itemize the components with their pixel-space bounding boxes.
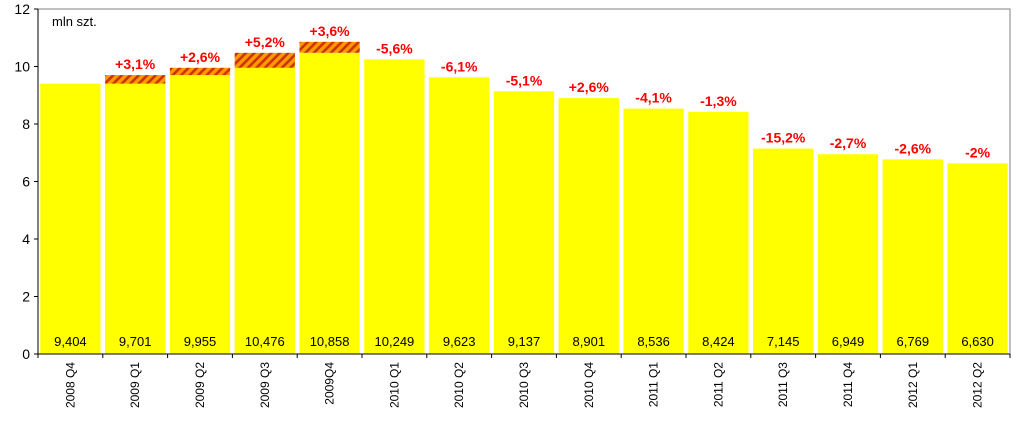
change-label: +3,6% bbox=[310, 23, 351, 39]
x-tick-label: 2009 Q3 bbox=[258, 362, 272, 408]
x-tick-label: 2010 Q4 bbox=[582, 362, 596, 408]
change-label: +5,2% bbox=[245, 34, 286, 50]
bar bbox=[493, 91, 555, 354]
y-tick-label: 6 bbox=[22, 174, 30, 190]
x-tick-label: 2009 Q2 bbox=[193, 362, 207, 408]
x-tick-label: 2011 Q3 bbox=[776, 362, 790, 407]
x-tick-label: 2009 Q1 bbox=[128, 362, 142, 408]
x-tick-label: 2011 Q4 bbox=[841, 362, 855, 407]
bar-value-label: 6,630 bbox=[961, 334, 994, 349]
bar-growth-segment bbox=[169, 67, 231, 76]
bar-growth-segment bbox=[234, 52, 295, 68]
change-label: +2,6% bbox=[180, 49, 221, 65]
x-tick-label: 2008 Q4 bbox=[63, 362, 77, 408]
y-tick-label: 2 bbox=[22, 289, 30, 305]
bar bbox=[234, 67, 295, 354]
bar-value-label: 7,145 bbox=[767, 334, 800, 349]
bar bbox=[169, 75, 231, 354]
bar-value-label: 8,536 bbox=[637, 334, 670, 349]
bar-value-label: 9,955 bbox=[184, 334, 217, 349]
bar-value-label: 9,623 bbox=[443, 334, 476, 349]
bar-value-label: 9,404 bbox=[54, 334, 87, 349]
bar bbox=[364, 59, 425, 355]
bar bbox=[947, 163, 1008, 354]
bar bbox=[558, 98, 619, 354]
bar-growth-segment bbox=[299, 41, 360, 53]
x-tick-label: 2010 Q2 bbox=[452, 362, 466, 408]
bar-value-label: 8,424 bbox=[702, 334, 735, 349]
bar bbox=[623, 108, 684, 354]
change-label: -5,1% bbox=[506, 72, 543, 88]
bar bbox=[753, 148, 814, 354]
change-label: -6,1% bbox=[441, 58, 478, 74]
axes: 0 2 4 6 8 10 12 bbox=[14, 1, 1011, 362]
x-tick-label: 2012 Q1 bbox=[906, 362, 920, 408]
x-tick-label: 2011 Q1 bbox=[647, 362, 661, 407]
bar bbox=[817, 154, 879, 354]
bar bbox=[882, 159, 943, 354]
bar-value-label: 10,476 bbox=[245, 334, 285, 349]
bar bbox=[688, 111, 749, 354]
x-tick-label: 2010 Q1 bbox=[387, 362, 401, 408]
change-label: -1,3% bbox=[700, 93, 737, 109]
y-tick-label: 8 bbox=[22, 116, 30, 132]
change-label: -5,6% bbox=[376, 40, 413, 56]
bar bbox=[105, 83, 166, 354]
bars: 9,404 2008 Q4 9,701 +3,1% 2009 Q1 9,955 +2,6% 2… bbox=[40, 23, 1008, 408]
y-tick-label: 12 bbox=[14, 1, 30, 17]
x-tick-label: 2012 Q2 bbox=[971, 362, 985, 408]
x-tick-label: 2010 Q3 bbox=[517, 362, 531, 408]
bar-value-label: 9,701 bbox=[119, 334, 152, 349]
bar-value-label: 10,858 bbox=[310, 334, 350, 349]
change-label: -2,7% bbox=[830, 135, 867, 151]
bar bbox=[40, 83, 101, 354]
change-label: -2% bbox=[965, 144, 990, 160]
bar-value-label: 8,901 bbox=[573, 334, 606, 349]
bar-value-label: 10,249 bbox=[375, 334, 415, 349]
y-tick-label: 0 bbox=[22, 346, 30, 362]
change-label: -2,6% bbox=[895, 140, 932, 156]
bar-value-label: 6,769 bbox=[897, 334, 930, 349]
y-tick-label: 4 bbox=[22, 231, 30, 247]
change-label: +2,6% bbox=[569, 79, 610, 95]
bar-growth-segment bbox=[105, 75, 166, 84]
y-axis-unit-label: mln szt. bbox=[52, 14, 97, 29]
change-label: -4,1% bbox=[635, 90, 672, 106]
x-tick-label: 2011 Q2 bbox=[711, 362, 725, 407]
bar bbox=[299, 52, 360, 354]
change-label: -15,2% bbox=[761, 130, 806, 146]
bar bbox=[429, 77, 490, 355]
change-label: +3,1% bbox=[115, 56, 156, 72]
y-tick-label: 10 bbox=[14, 59, 30, 75]
bar-value-label: 9,137 bbox=[508, 334, 541, 349]
x-tick-label: 2009Q4 bbox=[323, 362, 337, 405]
bar-value-label: 6,949 bbox=[832, 334, 865, 349]
